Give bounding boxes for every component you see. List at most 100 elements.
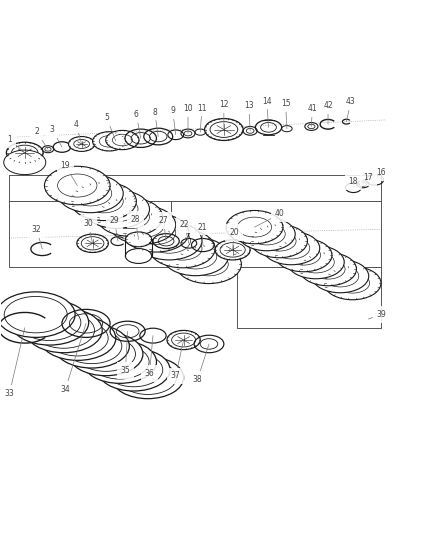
Ellipse shape bbox=[311, 260, 368, 293]
Text: 43: 43 bbox=[345, 98, 355, 122]
Ellipse shape bbox=[162, 237, 201, 260]
Ellipse shape bbox=[97, 198, 162, 236]
Text: 32: 32 bbox=[32, 225, 42, 249]
Text: 10: 10 bbox=[183, 104, 192, 133]
Ellipse shape bbox=[4, 150, 46, 175]
Ellipse shape bbox=[110, 206, 149, 229]
Ellipse shape bbox=[112, 357, 183, 399]
Ellipse shape bbox=[57, 174, 97, 197]
Ellipse shape bbox=[250, 224, 307, 258]
Text: 30: 30 bbox=[83, 219, 93, 243]
Ellipse shape bbox=[262, 231, 319, 265]
Ellipse shape bbox=[69, 181, 112, 206]
Text: 14: 14 bbox=[261, 96, 271, 127]
Ellipse shape bbox=[84, 190, 123, 213]
Text: 42: 42 bbox=[322, 101, 332, 124]
Text: 3: 3 bbox=[50, 125, 62, 147]
Ellipse shape bbox=[18, 304, 81, 341]
Ellipse shape bbox=[123, 214, 188, 252]
Ellipse shape bbox=[83, 341, 156, 383]
Ellipse shape bbox=[148, 228, 190, 253]
Ellipse shape bbox=[299, 253, 356, 286]
Ellipse shape bbox=[44, 166, 110, 205]
Ellipse shape bbox=[92, 132, 126, 151]
Ellipse shape bbox=[219, 243, 245, 257]
Ellipse shape bbox=[286, 245, 320, 265]
Ellipse shape bbox=[119, 361, 176, 394]
Text: 16: 16 bbox=[374, 168, 385, 180]
Ellipse shape bbox=[261, 231, 295, 251]
Ellipse shape bbox=[297, 252, 333, 273]
Text: 20: 20 bbox=[229, 228, 238, 250]
Text: 40: 40 bbox=[254, 209, 284, 227]
Ellipse shape bbox=[209, 122, 237, 138]
Ellipse shape bbox=[4, 296, 67, 333]
Ellipse shape bbox=[188, 253, 228, 276]
Ellipse shape bbox=[204, 118, 243, 141]
Text: 36: 36 bbox=[144, 336, 154, 378]
Ellipse shape bbox=[321, 265, 358, 287]
Text: 28: 28 bbox=[131, 215, 140, 239]
Ellipse shape bbox=[7, 142, 43, 163]
Text: 33: 33 bbox=[4, 328, 25, 398]
Ellipse shape bbox=[71, 182, 136, 221]
Ellipse shape bbox=[90, 345, 149, 379]
Ellipse shape bbox=[310, 259, 344, 279]
Text: 8: 8 bbox=[152, 108, 158, 136]
Ellipse shape bbox=[162, 237, 228, 276]
Ellipse shape bbox=[238, 217, 294, 251]
Ellipse shape bbox=[74, 140, 89, 148]
Ellipse shape bbox=[84, 190, 149, 229]
Ellipse shape bbox=[125, 248, 151, 263]
Ellipse shape bbox=[39, 316, 116, 360]
Ellipse shape bbox=[106, 131, 139, 150]
Ellipse shape bbox=[215, 240, 250, 260]
Text: 1: 1 bbox=[7, 135, 25, 153]
Ellipse shape bbox=[110, 206, 175, 244]
Ellipse shape bbox=[0, 292, 75, 337]
Text: 5: 5 bbox=[104, 113, 116, 141]
Text: 9: 9 bbox=[170, 106, 175, 135]
Ellipse shape bbox=[25, 308, 102, 353]
Ellipse shape bbox=[136, 221, 175, 244]
Ellipse shape bbox=[248, 223, 285, 245]
Ellipse shape bbox=[99, 135, 119, 147]
Ellipse shape bbox=[166, 330, 200, 350]
Text: 29: 29 bbox=[110, 216, 119, 241]
Text: 6: 6 bbox=[134, 110, 141, 138]
Text: 15: 15 bbox=[280, 99, 290, 128]
Text: 13: 13 bbox=[244, 101, 253, 131]
Ellipse shape bbox=[68, 136, 95, 151]
Ellipse shape bbox=[57, 174, 123, 213]
Text: 34: 34 bbox=[60, 324, 86, 393]
Ellipse shape bbox=[272, 237, 309, 259]
Ellipse shape bbox=[171, 333, 195, 347]
Text: 18: 18 bbox=[348, 177, 357, 188]
Text: 41: 41 bbox=[307, 104, 316, 126]
Ellipse shape bbox=[275, 238, 331, 272]
Ellipse shape bbox=[175, 245, 241, 284]
Ellipse shape bbox=[11, 145, 38, 160]
Ellipse shape bbox=[61, 329, 122, 364]
Ellipse shape bbox=[97, 349, 170, 391]
Text: 37: 37 bbox=[170, 340, 183, 381]
Text: 21: 21 bbox=[197, 223, 206, 245]
Ellipse shape bbox=[121, 213, 164, 237]
Ellipse shape bbox=[287, 246, 343, 279]
Text: 22: 22 bbox=[179, 220, 189, 243]
Text: 11: 11 bbox=[197, 103, 206, 132]
Text: 27: 27 bbox=[158, 216, 168, 241]
Ellipse shape bbox=[76, 337, 135, 372]
Ellipse shape bbox=[335, 273, 369, 293]
Text: 19: 19 bbox=[60, 161, 77, 185]
Text: 12: 12 bbox=[219, 100, 228, 130]
Text: 35: 35 bbox=[120, 332, 130, 375]
Ellipse shape bbox=[136, 221, 201, 260]
Ellipse shape bbox=[47, 320, 108, 356]
Ellipse shape bbox=[95, 197, 138, 222]
Ellipse shape bbox=[11, 300, 88, 345]
Ellipse shape bbox=[81, 237, 104, 250]
Ellipse shape bbox=[237, 217, 271, 237]
Text: 2: 2 bbox=[34, 127, 48, 149]
Ellipse shape bbox=[323, 266, 380, 300]
